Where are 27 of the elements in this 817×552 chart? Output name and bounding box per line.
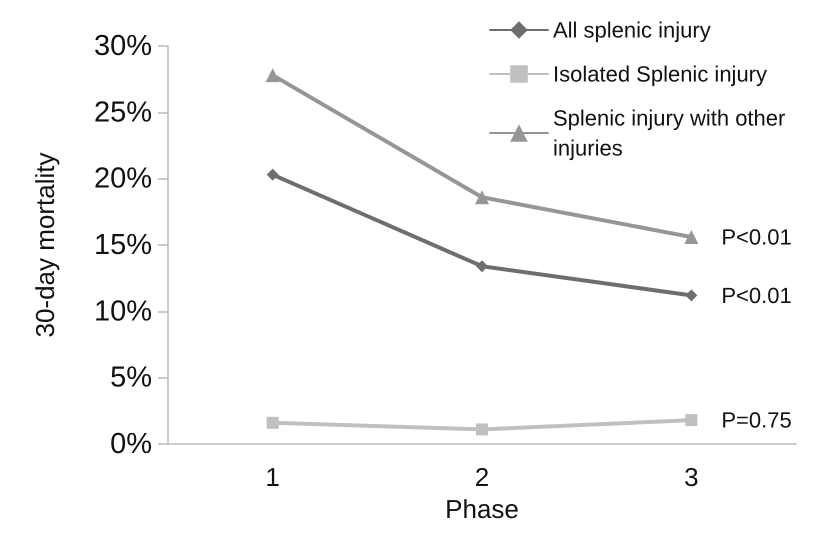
- y-tick-label: 0%: [110, 428, 152, 460]
- annotation: P=0.75: [721, 408, 792, 433]
- annotation: P<0.01: [721, 224, 792, 250]
- y-tick-label: 15%: [94, 229, 152, 261]
- point: [684, 230, 698, 244]
- annotation: P<0.01: [721, 282, 792, 308]
- point: [266, 416, 279, 429]
- x-tick-label: 1: [265, 462, 280, 492]
- point: [266, 68, 280, 82]
- point: [476, 423, 488, 436]
- y-tick-label: 20%: [94, 162, 152, 195]
- legend-label: Splenic injury with other injuries: [553, 106, 792, 160]
- point: [685, 289, 698, 302]
- x-tick-label: 2: [474, 462, 490, 492]
- y-tick-label: 30%: [94, 30, 152, 62]
- point: [685, 414, 698, 426]
- y-tick-label: 5%: [110, 362, 152, 394]
- x-axis-title: Phase: [445, 494, 519, 524]
- y-tick-label: 10%: [94, 295, 152, 328]
- y-axis-title: 30-day mortality: [30, 152, 60, 338]
- point: [475, 190, 489, 204]
- legend-label: All splenic injury: [553, 18, 711, 42]
- x-tick-label: 3: [684, 462, 699, 492]
- point: [476, 260, 488, 272]
- y-tick-label: 25%: [94, 96, 152, 128]
- point: [266, 168, 279, 181]
- legend-label: Isolated Splenic injury: [553, 62, 768, 86]
